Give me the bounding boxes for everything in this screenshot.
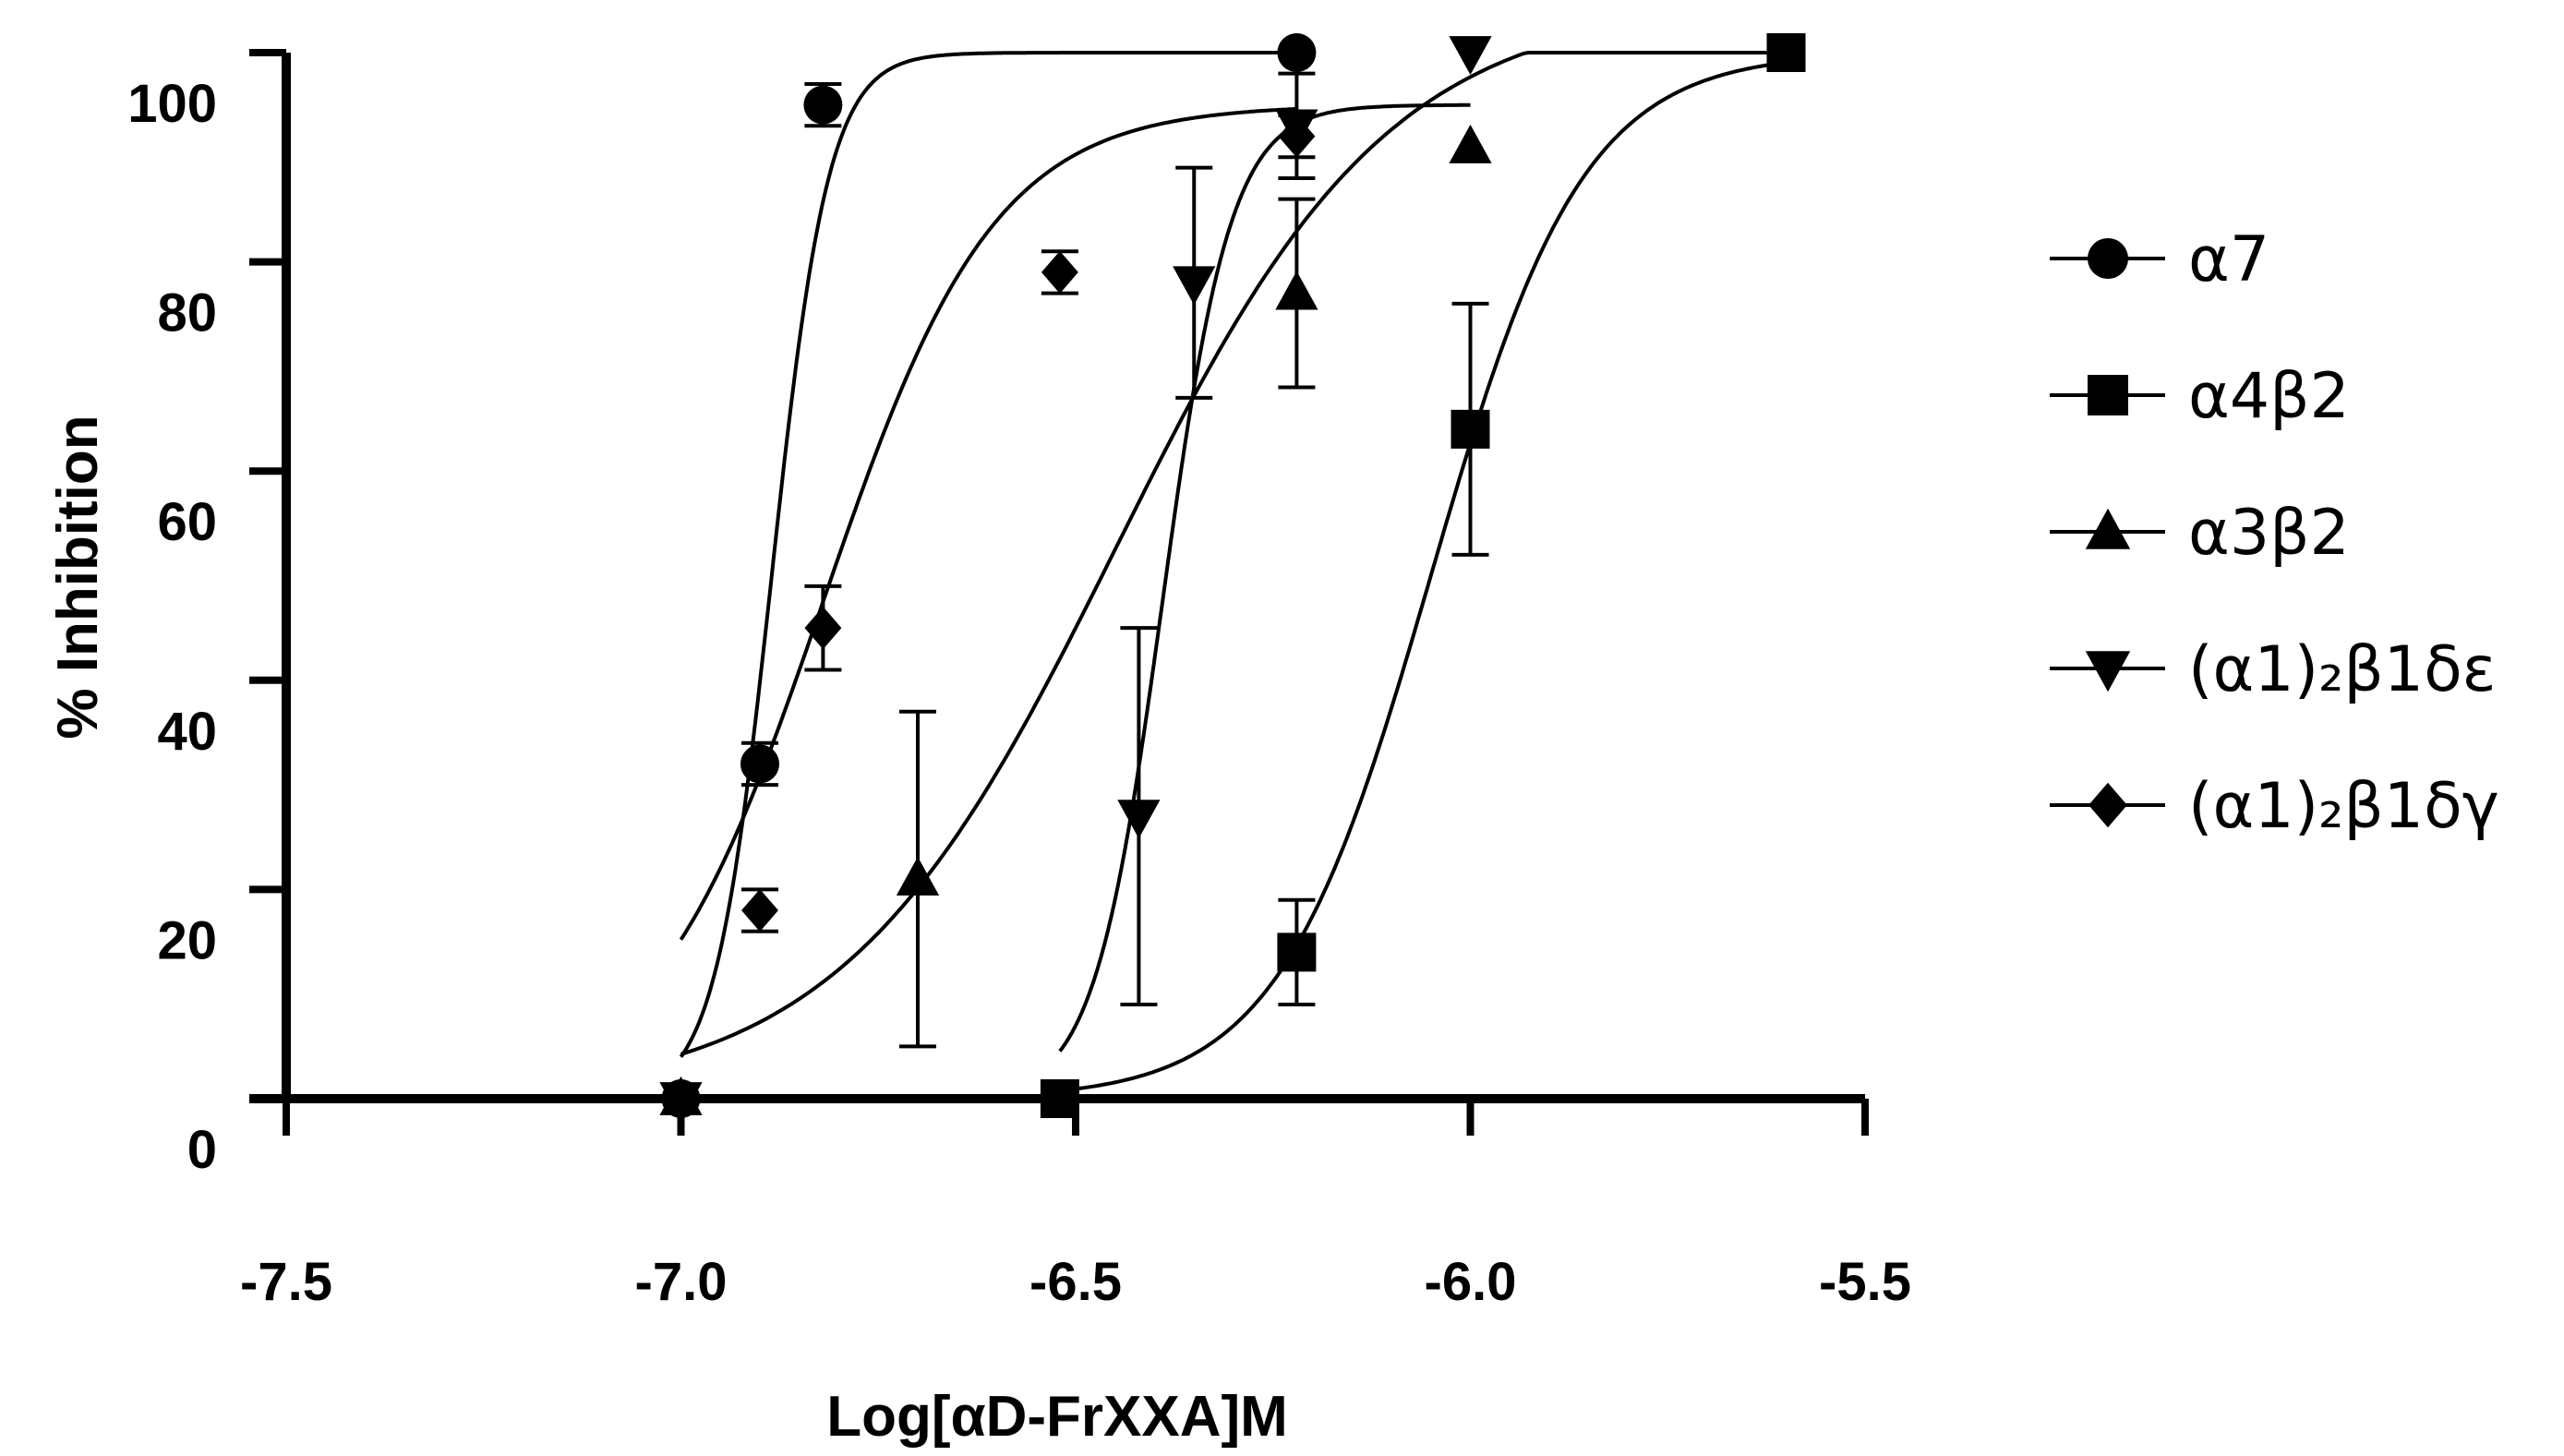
x-tick-label: -6.0 <box>1425 1252 1517 1312</box>
legend-marker <box>2089 782 2127 828</box>
x-tick-label: -5.5 <box>1819 1252 1911 1312</box>
legend-label: α7 <box>2188 223 2269 296</box>
y-tick-label: 20 <box>157 910 217 970</box>
data-point <box>1449 124 1492 163</box>
x-tick-label: -7.5 <box>240 1252 332 1312</box>
legend-marker <box>2085 651 2131 692</box>
fit-curves <box>679 51 1787 1093</box>
data-point <box>1449 36 1492 76</box>
y-axis: 0 20 40 60 80 100 <box>127 49 291 1180</box>
fit-curve <box>679 51 1297 1058</box>
data-point <box>741 888 778 933</box>
data-point <box>1766 33 1806 72</box>
y-tick-label: 60 <box>157 492 217 552</box>
data-point <box>804 607 842 650</box>
y-tick-label: 100 <box>127 74 217 134</box>
y-tick-label: 0 <box>187 1120 217 1180</box>
data-point <box>1275 271 1318 310</box>
fit-curve <box>1059 60 1787 1093</box>
legend-marker <box>2088 375 2128 415</box>
legend: α7 α4β2 α3β2 (α1)₂β1δε (α1)₂β1δγ <box>2050 223 2499 843</box>
data-point <box>1173 266 1216 306</box>
data-point <box>1277 33 1317 72</box>
x-axis-title: Log[αD-FrXXA]M <box>826 1385 1288 1449</box>
x-tick-label: -7.0 <box>635 1252 728 1312</box>
data-point <box>803 85 843 125</box>
data-point <box>896 856 940 896</box>
legend-label: α4β2 <box>2188 360 2350 433</box>
fit-curve <box>679 106 1297 941</box>
data-point <box>1277 933 1317 972</box>
y-axis-title: % Inhibition <box>46 415 110 739</box>
y-tick-label: 80 <box>157 283 217 343</box>
data-points <box>659 33 1806 1122</box>
fit-curve <box>680 51 1787 1056</box>
data-point <box>1041 250 1078 295</box>
data-point <box>1278 114 1316 158</box>
legend-label: α3β2 <box>2188 497 2350 570</box>
legend-label: (α1)₂β1δε <box>2188 633 2496 706</box>
x-axis: -7.5 -7.0 -6.5 -6.0 -5.5 <box>240 1094 1911 1312</box>
legend-marker <box>2085 508 2131 549</box>
data-point <box>1117 800 1161 839</box>
fit-curve <box>1058 102 1471 1053</box>
legend-marker <box>2088 238 2128 279</box>
legend-label: (α1)₂β1δγ <box>2188 770 2499 843</box>
data-point <box>740 744 779 784</box>
data-point <box>1451 409 1490 449</box>
x-tick-label: -6.5 <box>1029 1252 1122 1312</box>
y-tick-label: 40 <box>157 702 217 762</box>
